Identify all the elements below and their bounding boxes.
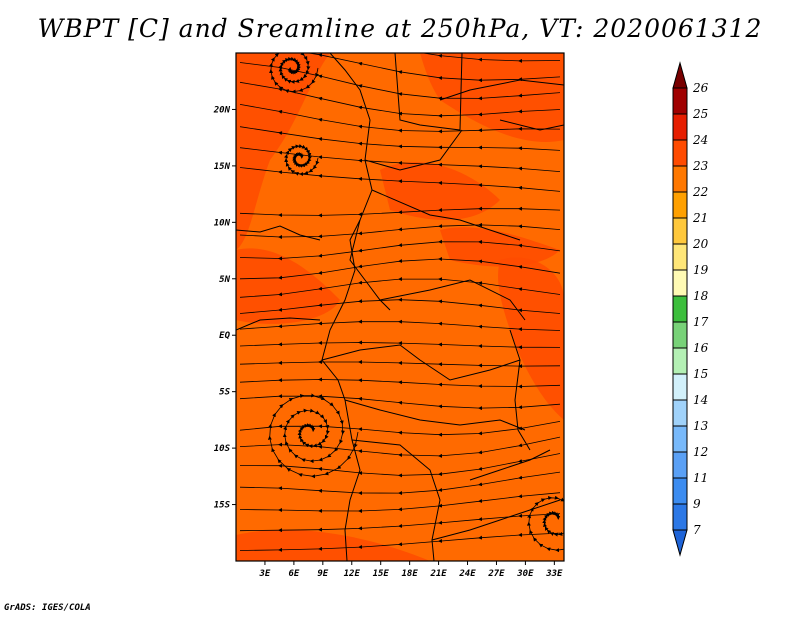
x-tick-label-24E: 24E	[458, 569, 476, 579]
colorbar-label-25: 25	[692, 107, 708, 121]
y-axis: 20N 15N 10N 5N EQ 5S 10S 15S	[213, 105, 236, 511]
grads-credit: GrADS: IGES/COLA	[4, 603, 91, 613]
chart-title: WBPT [C] and Sreamline at 250hPa, VT: 20…	[37, 14, 763, 43]
y-tick-label-5S: 5S	[219, 388, 230, 398]
streamline-28	[267, 393, 359, 479]
streamline-27	[284, 144, 320, 177]
streamline-22	[239, 471, 561, 496]
colorbar-label-26: 26	[692, 81, 709, 95]
streamline-11	[239, 257, 561, 280]
colorbar-label-23: 23	[692, 159, 709, 173]
colorbar-label-15: 15	[693, 367, 708, 381]
streamline-8	[239, 206, 561, 218]
map-frame	[235, 52, 565, 562]
colorbar-label-24: 24	[692, 133, 708, 147]
colorbar: 7 9 11 12 13 14 15 16 17 18 19 20 21 22 23 24 25 26	[672, 61, 709, 557]
colorbar-segment-13	[672, 191, 688, 219]
streamline-12	[239, 277, 561, 298]
colorbar-label-18: 18	[693, 289, 709, 303]
colorbar-segment-15	[672, 139, 688, 167]
colorbar-segment-2	[672, 477, 688, 505]
y-tick-label-20N: 20N	[213, 105, 231, 115]
colorbar-segment-16	[672, 113, 688, 141]
streamline-14	[239, 319, 561, 332]
colorbar-label-19: 19	[693, 263, 709, 277]
x-axis: 3E 6E 9E 12E 15E 18E 21E 24E 27E 30E 33E	[259, 561, 563, 579]
field-patch-0	[236, 53, 330, 250]
streamline-24	[239, 513, 561, 533]
x-tick-label-27E: 27E	[487, 569, 505, 579]
colorbar-segment-7	[672, 347, 688, 375]
x-tick-label-30E: 30E	[516, 569, 534, 579]
y-tick-label-EQ: EQ	[219, 331, 230, 341]
colorbar-low-arrow	[672, 529, 688, 557]
colorbar-segment-12	[672, 217, 688, 245]
streamline-13	[239, 297, 561, 314]
x-tick-label-9E: 9E	[317, 569, 328, 579]
colorbar-label-21: 21	[692, 211, 708, 225]
colorbar-label-9: 9	[693, 497, 701, 511]
streamline-5	[239, 126, 561, 151]
y-tick-label-15S: 15S	[214, 501, 231, 511]
colorbar-segment-1	[672, 503, 688, 531]
colorbar-segment-10	[672, 269, 688, 297]
map-plot-area	[235, 52, 565, 562]
colorbar-segment-4	[672, 425, 688, 453]
colorbar-segment-14	[672, 165, 688, 193]
streamline-4	[239, 104, 561, 134]
colorbar-label-22: 22	[692, 185, 708, 199]
colorbar-label-14: 14	[693, 393, 708, 407]
streamline-29	[526, 495, 564, 553]
y-tick-label-15N: 15N	[214, 162, 231, 172]
streamline-15	[239, 340, 561, 350]
colorbar-label-13: 13	[693, 419, 709, 433]
x-tick-label-21E: 21E	[429, 569, 447, 579]
colorbar-segment-3	[672, 451, 688, 479]
x-tick-label-3E: 3E	[259, 569, 271, 579]
streamline-9	[239, 222, 561, 240]
x-tick-label-15E: 15E	[373, 569, 390, 579]
x-tick-label-33E: 33E	[545, 569, 563, 579]
country-border-13	[236, 317, 321, 331]
streamline-23	[239, 492, 561, 513]
colorbar-high-arrow	[672, 61, 688, 89]
y-tick-label-5N: 5N	[219, 275, 230, 285]
colorbar-segment-8	[672, 321, 688, 349]
colorbar-label-17: 17	[693, 315, 709, 329]
colorbar-label-12: 12	[693, 445, 708, 459]
x-tick-label-18E: 18E	[402, 569, 419, 579]
streamline-16	[239, 359, 561, 369]
y-tick-label-10N: 10N	[214, 218, 231, 228]
streamline-17	[239, 377, 561, 389]
colorbar-label-16: 16	[693, 341, 709, 355]
x-tick-label-12E: 12E	[344, 569, 361, 579]
colorbar-segment-17	[672, 87, 688, 115]
colorbar-segment-9	[672, 295, 688, 323]
colorbar-label-7: 7	[693, 523, 701, 537]
streamline-25	[239, 532, 561, 552]
colorbar-segment-6	[672, 373, 688, 401]
y-tick-label-10S: 10S	[214, 444, 231, 454]
colorbar-label-20: 20	[692, 237, 709, 251]
x-tick-label-6E: 6E	[288, 569, 299, 579]
streamline-26	[268, 53, 319, 94]
colorbar-segment-11	[672, 243, 688, 271]
colorbar-label-11: 11	[693, 471, 708, 485]
colorbar-segment-5	[672, 399, 688, 427]
